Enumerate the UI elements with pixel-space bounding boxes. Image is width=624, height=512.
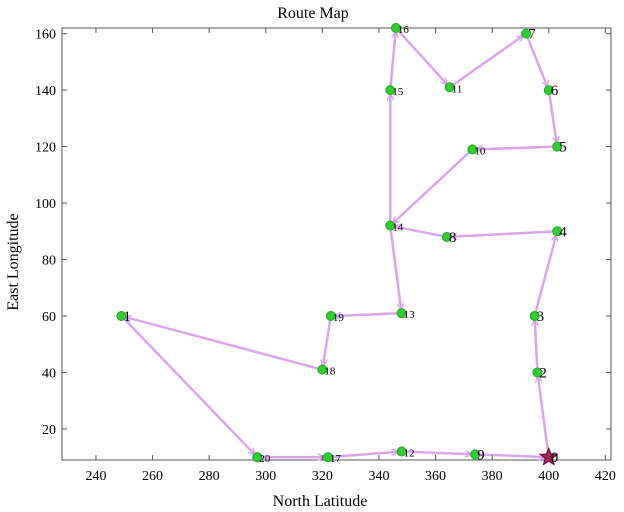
route-node [317, 364, 328, 375]
y-tick-label: 40 [42, 366, 56, 381]
node-label: 14 [392, 222, 404, 234]
route-segment [389, 229, 401, 310]
route-segment [451, 230, 554, 236]
node-label: 1 [123, 309, 130, 325]
route-node [521, 28, 532, 39]
route-node [323, 452, 334, 463]
node-label: 13 [404, 309, 416, 321]
route-segment [323, 319, 332, 366]
route-node [325, 311, 336, 321]
route-node [116, 311, 127, 321]
y-tick-label: 80 [42, 254, 56, 269]
node-label: 16 [398, 24, 410, 36]
route-node [543, 85, 554, 96]
node-label: 0 [551, 450, 559, 466]
route-segment [331, 452, 398, 459]
x-axis: 240 260 280 300 320 340 360 380 400 420 [85, 28, 616, 484]
route-segment [393, 151, 471, 223]
node-label: 10 [474, 145, 486, 157]
route-node [470, 449, 481, 460]
y-tick-label: 160 [35, 28, 56, 43]
route-node [529, 311, 540, 321]
plot-area-frame [61, 27, 612, 461]
route-segment [452, 36, 523, 87]
y-tick-label: 100 [35, 197, 56, 212]
route-node [252, 452, 263, 463]
node-label: 8 [449, 230, 457, 246]
route-segment [123, 318, 254, 454]
route-node [441, 231, 452, 242]
x-tick-label: 340 [368, 469, 389, 484]
route-segment [538, 376, 550, 454]
route-segment [397, 30, 447, 84]
node-label: 4 [559, 224, 567, 240]
route-node [385, 220, 396, 231]
route-segment [394, 226, 444, 238]
route-node [396, 308, 407, 319]
x-tick-label: 240 [85, 469, 106, 484]
x-tick-label: 260 [142, 469, 163, 484]
route-segment [476, 145, 554, 150]
route-segment [125, 317, 319, 370]
y-tick-label: 120 [35, 141, 56, 156]
node-label: 9 [477, 447, 485, 463]
x-tick-label: 380 [482, 469, 503, 484]
route-node [396, 446, 407, 457]
node-label: 18 [324, 366, 336, 378]
y-tick-label: 20 [42, 423, 56, 438]
node-label: 5 [559, 140, 567, 156]
route-segment [389, 32, 396, 87]
route-segment [335, 312, 398, 316]
route-node [552, 141, 563, 152]
node-label: 17 [330, 453, 342, 465]
node-label: 19 [333, 312, 345, 324]
route-segment [479, 453, 545, 458]
route-segment [534, 235, 557, 313]
x-tick-label: 320 [312, 469, 333, 484]
route-segment [405, 450, 472, 455]
route-segment [548, 93, 556, 143]
node-label: 3 [537, 309, 545, 325]
route-node [552, 226, 563, 237]
x-tick-label: 400 [538, 469, 559, 484]
y-tick-label: 140 [35, 84, 56, 99]
node-label: 11 [452, 83, 463, 95]
route-node [467, 144, 478, 155]
node-label: 15 [392, 86, 404, 98]
y-axis: 20 40 60 80 100 120 140 160 [35, 28, 611, 438]
node-label: 6 [551, 83, 559, 99]
node-label: 20 [259, 453, 271, 465]
x-tick-label: 360 [425, 469, 446, 484]
route-layer [123, 30, 557, 459]
route-node [532, 367, 543, 378]
route-segment [535, 320, 537, 369]
x-tick-label: 300 [255, 469, 276, 484]
node-label: 2 [539, 365, 547, 381]
route-node [385, 85, 396, 96]
chart-title: Route Map [277, 5, 349, 22]
node-label: 12 [404, 448, 415, 460]
x-tick-label: 420 [595, 469, 616, 484]
route-node [390, 23, 401, 33]
route-node [444, 82, 455, 93]
node-label: 7 [528, 27, 536, 43]
y-axis-title: East Longitude [5, 213, 22, 310]
y-tick-label: 60 [42, 310, 56, 325]
x-tick-label: 280 [199, 469, 220, 484]
x-axis-title: North Latitude [273, 493, 368, 510]
route-segment [526, 36, 548, 86]
